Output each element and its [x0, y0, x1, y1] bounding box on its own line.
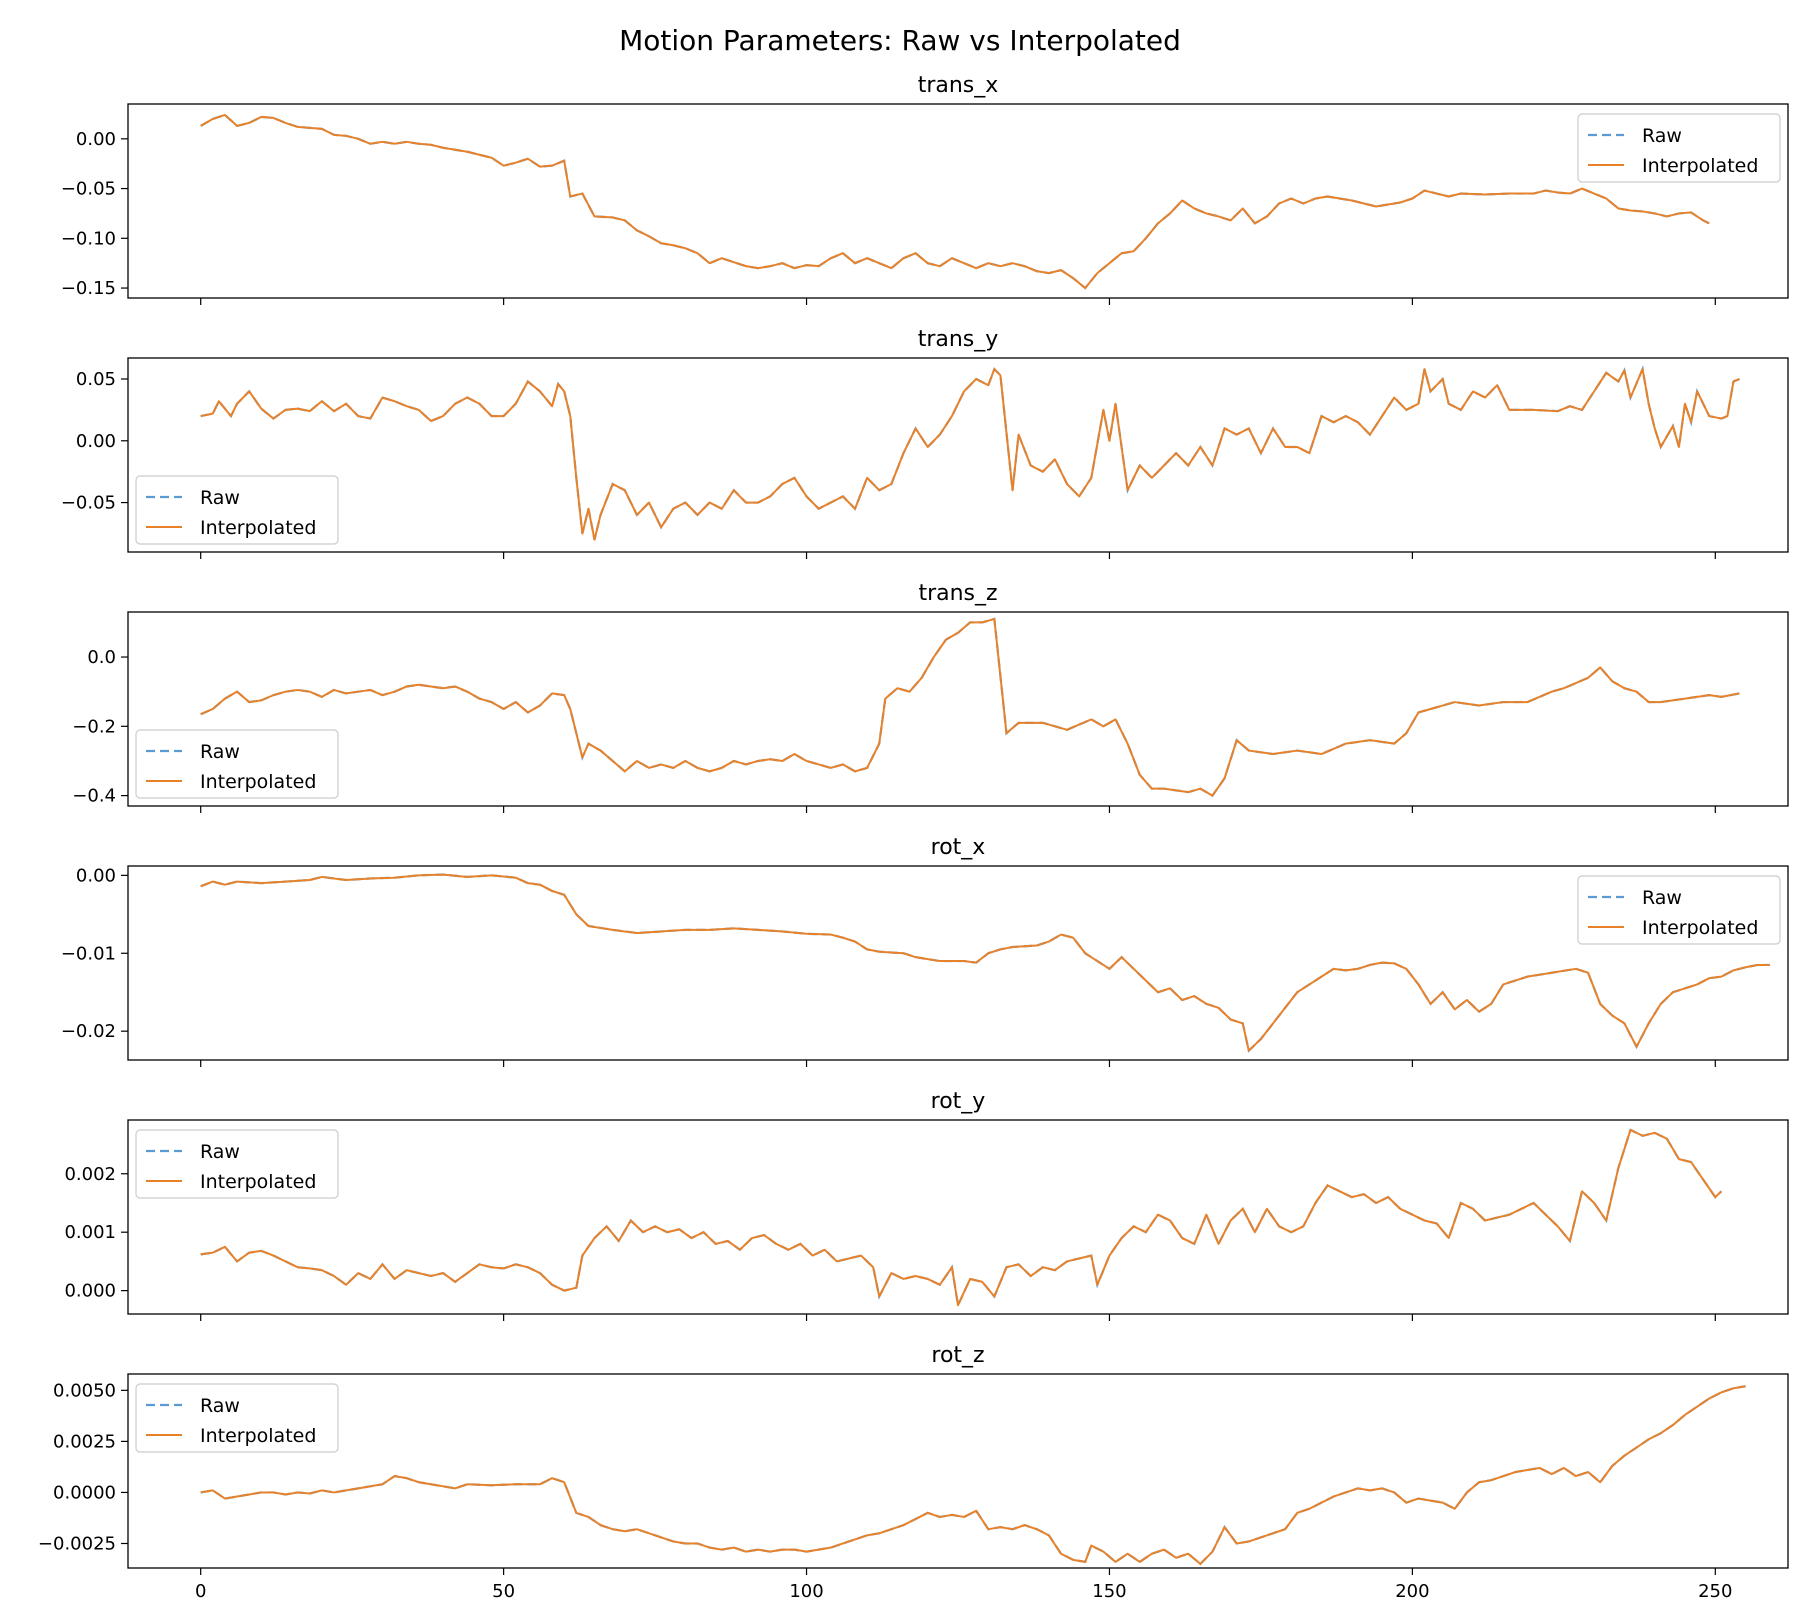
- figure-title: Motion Parameters: Raw vs Interpolated: [619, 24, 1181, 57]
- legend-label-raw: Raw: [200, 741, 240, 763]
- legend-label-interpolated: Interpolated: [200, 1425, 316, 1447]
- ytick-label: 0.00: [76, 431, 116, 452]
- ytick-label: −0.15: [61, 278, 116, 299]
- xtick-label: 250: [1698, 1581, 1732, 1602]
- series-raw-trans_x: [200, 113, 1710, 290]
- axes-frame-rot_z: [127, 1373, 1789, 1569]
- series-interpolated-trans_x: [200, 113, 1710, 290]
- subplot-title-rot_z: rot_z: [931, 1343, 984, 1368]
- ytick-label: −0.05: [61, 493, 116, 514]
- ytick-label: −0.2: [72, 716, 116, 737]
- axes-frame-rot_y: [127, 1119, 1789, 1315]
- series-interpolated-trans_y: [200, 368, 1740, 541]
- ytick-label: 0.0050: [53, 1380, 116, 1401]
- series-interpolated-trans_z: [200, 617, 1740, 797]
- ytick-label: −0.05: [61, 179, 116, 200]
- series-raw-rot_x: [200, 873, 1770, 1053]
- ytick-label: −0.01: [61, 943, 116, 964]
- ytick-label: 0.00: [76, 865, 116, 886]
- legend-label-raw: Raw: [200, 1141, 240, 1163]
- ytick-label: −0.0025: [38, 1533, 116, 1554]
- axes-frame-trans_y: [127, 357, 1789, 553]
- legend-label-raw: Raw: [1642, 125, 1682, 147]
- legend-label-interpolated: Interpolated: [1642, 155, 1758, 177]
- legend-label-raw: Raw: [200, 1395, 240, 1417]
- ytick-label: 0.002: [64, 1164, 116, 1185]
- series-interpolated-rot_y: [200, 1128, 1723, 1307]
- legend-box-trans_z: [135, 729, 339, 799]
- axes-frame-trans_x: [127, 103, 1789, 299]
- legend-box-rot_y: [135, 1129, 339, 1199]
- ytick-label: 0.00: [76, 129, 116, 150]
- ytick-label: −0.02: [61, 1021, 116, 1042]
- xtick-label: 150: [1092, 1581, 1126, 1602]
- xtick-label: 200: [1395, 1581, 1429, 1602]
- subplot-title-rot_x: rot_x: [931, 835, 986, 860]
- legend-box-trans_y: [135, 475, 339, 545]
- legend-box-trans_x: [1577, 113, 1781, 183]
- axes-frame-trans_z: [127, 611, 1789, 807]
- ytick-label: 0.0025: [53, 1431, 116, 1452]
- series-interpolated-rot_z: [200, 1385, 1746, 1565]
- legend-box-rot_x: [1577, 875, 1781, 945]
- series-interpolated-rot_x: [200, 873, 1770, 1052]
- ytick-label: −0.10: [61, 228, 116, 249]
- ytick-label: 0.0000: [53, 1482, 116, 1503]
- series-raw-rot_z: [200, 1385, 1746, 1566]
- legend-label-interpolated: Interpolated: [200, 517, 316, 539]
- xtick-label: 50: [492, 1581, 515, 1602]
- xtick-label: 100: [789, 1581, 823, 1602]
- subplot-title-trans_z: trans_z: [918, 581, 997, 606]
- subplot-title-trans_y: trans_y: [918, 327, 999, 352]
- legend-label-interpolated: Interpolated: [200, 771, 316, 793]
- axes-frame-rot_x: [127, 865, 1789, 1061]
- legend-label-raw: Raw: [200, 487, 240, 509]
- legend-label-interpolated: Interpolated: [1642, 917, 1758, 939]
- series-raw-trans_y: [200, 365, 1740, 540]
- ytick-label: 0.05: [76, 369, 116, 390]
- subplot-title-trans_x: trans_x: [918, 73, 999, 98]
- legend-label-interpolated: Interpolated: [200, 1171, 316, 1193]
- legend-label-raw: Raw: [1642, 887, 1682, 909]
- xtick-label: 0: [195, 1581, 206, 1602]
- ytick-label: 0.0: [87, 647, 116, 668]
- ytick-label: −0.4: [72, 786, 116, 807]
- legend-box-rot_z: [135, 1383, 339, 1453]
- ytick-label: 0.001: [64, 1222, 116, 1243]
- series-raw-trans_z: [200, 617, 1740, 798]
- subplot-title-rot_y: rot_y: [931, 1089, 986, 1114]
- ytick-label: 0.000: [64, 1281, 116, 1302]
